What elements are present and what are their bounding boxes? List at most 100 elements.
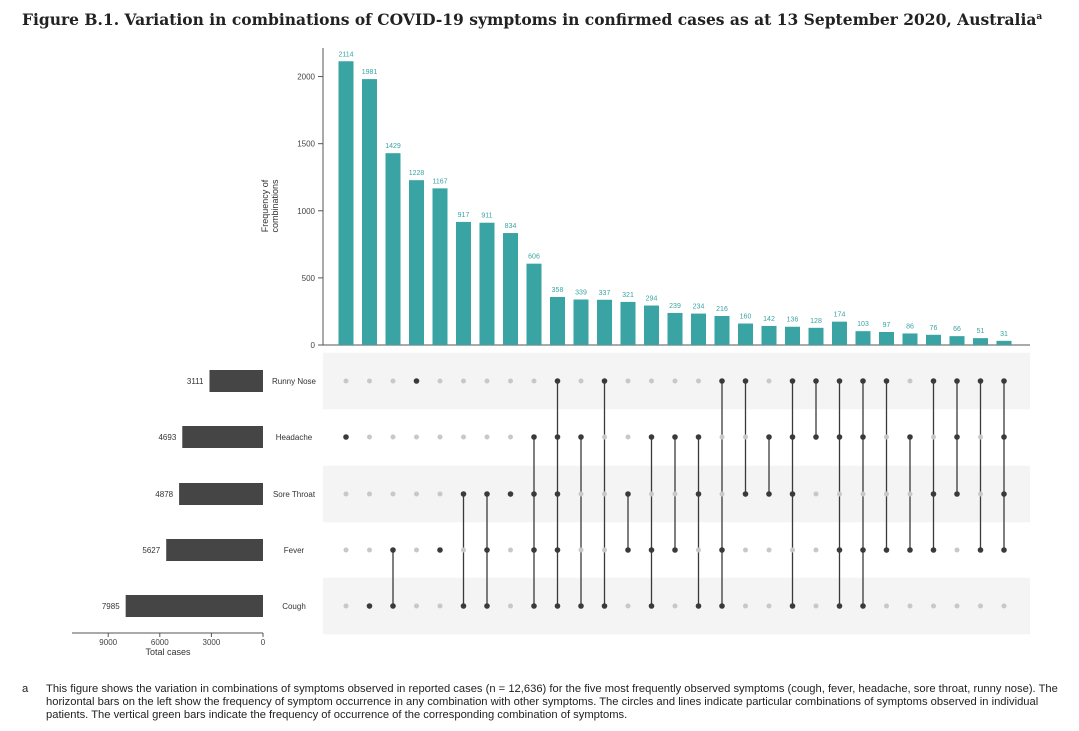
matrix-dot-filled [813,378,819,384]
intersection-bar [949,336,965,345]
matrix-dot-empty [508,603,513,609]
bar-value-label: 142 [763,316,775,323]
matrix-dot-filled [648,547,655,553]
matrix-dot-empty [672,603,678,609]
matrix-dot-empty [484,378,490,384]
matrix-dot-empty [790,547,795,553]
matrix-dot-filled [460,603,467,609]
set-size-bar [182,426,263,448]
matrix-dot-filled [719,603,725,609]
matrix-dot-filled [860,547,866,553]
matrix-dot-filled [366,603,373,609]
set-axis-tick-label: 6000 [151,638,169,647]
matrix-dot-filled [860,378,866,384]
set-size-bar [125,595,264,617]
intersection-bar [644,305,659,345]
matrix-dot-empty [508,434,513,440]
matrix-dot-empty [1001,603,1007,609]
matrix-dot-filled [554,491,561,497]
matrix-dot-empty [884,434,889,440]
matrix-dot-empty [766,378,772,384]
bar-value-label: 160 [740,314,752,321]
matrix-dot-filled [954,491,960,497]
set-axis-tick-label: 9000 [99,638,117,647]
intersection-bar [902,333,918,345]
matrix-dot-empty [766,603,772,609]
matrix-dot-filled [907,547,913,553]
matrix-dot-filled [883,378,890,384]
upset-chart: 0 500 1000 1500 2000 Frequency ofcombinations… [72,48,1030,657]
matrix-dot-filled [742,491,749,497]
bar-value-label: 1981 [362,69,378,76]
matrix-dot-filled [531,547,537,553]
bar-value-label: 103 [857,321,869,328]
intersection-bar [409,180,424,345]
y-tick-label: 1000 [297,207,315,216]
matrix-dot-empty [461,378,466,384]
matrix-dot-filled [531,491,537,497]
set-size-label: 5627 [142,546,160,555]
intersection-bar [879,331,894,345]
intersection-bar [503,233,518,345]
matrix-dot-filled [648,434,655,440]
matrix-dot-filled [554,547,561,553]
matrix-dot-filled [437,547,443,553]
matrix-dot-empty [578,547,584,553]
matrix-dot-filled [484,547,490,553]
matrix-dot-empty [367,547,372,553]
y-tick-label: 1500 [297,140,315,149]
matrix-dot-empty [625,603,631,609]
matrix-dot-empty [978,434,983,440]
matrix-dot-empty [931,434,936,440]
matrix-dot-empty [414,434,419,440]
figure-title-text: Figure B.1. Variation in combinations of… [22,10,1037,29]
intersection-bar [996,340,1012,345]
y-tick-label: 500 [302,274,316,283]
footnote-text: This figure shows the variation in combi… [46,683,1058,721]
bar-value-label: 31 [1000,331,1008,338]
matrix-dot-filled [625,491,631,497]
matrix-dot-empty [531,378,537,384]
title-superscript: a [1036,11,1043,22]
bar-value-label: 76 [930,325,938,332]
intersection-bar [714,316,730,345]
matrix-dot-filled [531,434,537,440]
matrix-dot-empty [390,491,396,497]
bar-value-label: 911 [481,213,492,220]
matrix-dot-empty [649,378,654,384]
matrix-dot-filled [695,603,702,609]
matrix-dot-filled [554,378,561,384]
matrix-dot-filled [719,378,725,384]
matrix-dot-empty [343,547,349,553]
intersection-bar [573,299,589,345]
matrix-dot-empty [743,434,748,440]
bar-value-label: 51 [977,328,985,335]
bar-value-label: 1167 [432,178,447,185]
intersection-bar [761,325,777,345]
matrix-dot-filled [343,434,349,440]
bar-value-label: 239 [669,303,681,310]
bar-value-label: 606 [528,254,540,261]
matrix-dot-empty [954,547,960,553]
intersection-bar [479,222,495,345]
matrix-dot-filled [484,603,490,609]
matrix-dot-empty [954,603,960,609]
matrix-dot-empty [907,603,913,609]
matrix-dot-empty [484,434,490,440]
bar-value-label: 2114 [338,51,353,58]
matrix-dot-filled [413,378,420,384]
matrix-dot-empty [461,547,466,553]
matrix-dot-empty [367,434,372,440]
matrix-dot-empty [414,603,419,609]
y-tick-label: 0 [311,341,316,350]
y-axis-label: Frequency ofcombinations [260,179,280,233]
matrix-dot-filled [789,378,796,384]
bar-value-label: 136 [787,317,799,324]
intersection-bar [385,153,401,345]
matrix-dot-empty [578,491,584,497]
bar-value-label: 66 [953,326,961,333]
matrix-dot-filled [813,434,819,440]
matrix-dot-filled [954,378,960,384]
matrix-dot-filled [672,547,678,553]
bar-value-label: 216 [716,306,728,313]
